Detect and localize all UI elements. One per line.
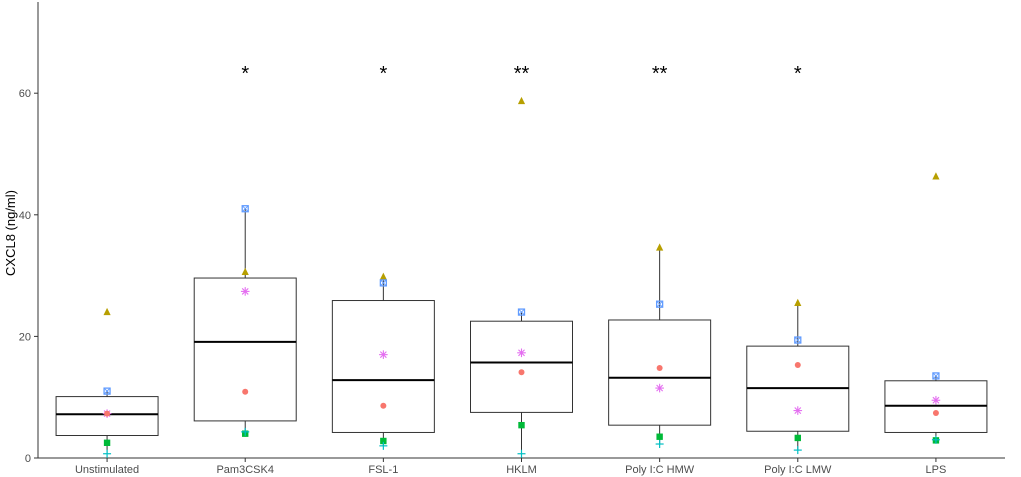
box-group: Poly I:C HMW **	[608, 63, 712, 476]
open-square-outline	[655, 300, 664, 308]
asterisk-point	[379, 350, 388, 359]
open-square-cross	[241, 205, 249, 213]
asterisk-stroke	[656, 384, 664, 392]
open-square-point	[655, 300, 664, 308]
filled-square-point	[518, 421, 525, 429]
box-iqr	[608, 319, 712, 426]
x-tick-label: Unstimulated	[75, 464, 139, 476]
x-tick-label: HKLM	[506, 464, 537, 476]
box-group: Unstimulated	[55, 307, 159, 476]
x-tick-label: Poly I:C HMW	[625, 464, 695, 476]
open-square-point	[379, 279, 388, 287]
y-tick-label: 20	[19, 331, 31, 343]
circle-point	[104, 410, 111, 417]
plus-point	[931, 435, 940, 444]
open-square-point	[517, 308, 526, 316]
triangle-point	[241, 267, 249, 275]
filled-square-point	[380, 437, 387, 445]
plus-point	[793, 446, 802, 455]
open-square-point	[241, 205, 249, 213]
circle-point	[794, 361, 801, 368]
x-tick-label: LPS	[926, 464, 947, 476]
open-square-outline	[241, 205, 249, 213]
triangle-point	[656, 243, 664, 251]
box-group: FSL-1 *	[331, 63, 435, 476]
asterisk-point	[655, 383, 664, 393]
open-square-outline	[932, 372, 940, 380]
triangle-point	[379, 272, 387, 280]
y-tick-label: 40	[19, 210, 31, 222]
filled-square-point	[103, 439, 111, 446]
plus-point	[517, 449, 526, 458]
circle-point	[656, 365, 663, 372]
circle-point	[932, 410, 939, 417]
plus-point	[379, 441, 388, 450]
open-square-cross	[932, 372, 940, 380]
open-square-cross	[380, 279, 387, 287]
box-iqr	[193, 277, 297, 422]
plus-point	[241, 427, 250, 436]
open-square-point	[932, 372, 940, 380]
significance-marker: *	[241, 63, 249, 85]
box-group: Poly I:C LMW *	[746, 63, 850, 476]
open-square-outline	[517, 308, 526, 316]
asterisk-stroke	[794, 407, 802, 415]
circle-point	[380, 402, 387, 409]
asterisk-stroke	[518, 349, 525, 357]
y-tick-label: 0	[25, 453, 31, 465]
open-square-outline	[379, 279, 388, 287]
open-square-cross	[794, 336, 802, 344]
x-tick-label: Poly I:C LMW	[764, 464, 832, 476]
plus-point	[103, 449, 112, 458]
significance-marker: **	[652, 63, 668, 85]
asterisk-point	[931, 395, 941, 405]
circle-point	[518, 369, 525, 376]
y-axis-title: CXCL8 (ng/ml)	[3, 190, 18, 276]
box-iqr	[470, 320, 573, 413]
x-tick-label: FSL-1	[368, 464, 398, 476]
open-square-cross	[103, 387, 111, 395]
asterisk-stroke	[932, 396, 940, 404]
significance-marker: **	[514, 63, 530, 85]
filled-square-point	[656, 433, 663, 440]
circle-point	[242, 388, 249, 395]
box-group: Pam3CSK4 *	[193, 63, 297, 476]
asterisk-point	[517, 348, 526, 358]
asterisk-stroke	[241, 287, 249, 295]
y-axis-ticks: 0 20 40 60	[19, 88, 38, 465]
asterisk-point	[793, 406, 803, 415]
triangle-point	[517, 96, 526, 105]
open-square-point	[794, 336, 802, 344]
box-groups: Unstimulated Pam3CSK4*FSL-1*HKLM**Poly I:…	[55, 63, 988, 476]
y-tick-label: 60	[19, 88, 31, 100]
open-square-outline	[794, 336, 802, 344]
significance-marker: *	[794, 63, 802, 85]
triangle-point	[932, 172, 940, 180]
triangle-point	[103, 307, 111, 316]
open-square-point	[103, 387, 111, 395]
open-square-cross	[518, 308, 525, 316]
asterisk-stroke	[379, 351, 387, 359]
filled-square-point	[794, 434, 801, 442]
plus-point	[655, 440, 664, 449]
triangle-point	[794, 298, 802, 306]
open-square-cross	[656, 300, 663, 308]
box-group: LPS	[884, 172, 988, 476]
box-group: HKLM **	[470, 63, 573, 476]
open-square-outline	[103, 387, 111, 395]
box-iqr	[331, 300, 435, 433]
significance-marker: *	[379, 63, 387, 85]
asterisk-point	[240, 287, 250, 296]
x-tick-label: Pam3CSK4	[216, 464, 273, 476]
